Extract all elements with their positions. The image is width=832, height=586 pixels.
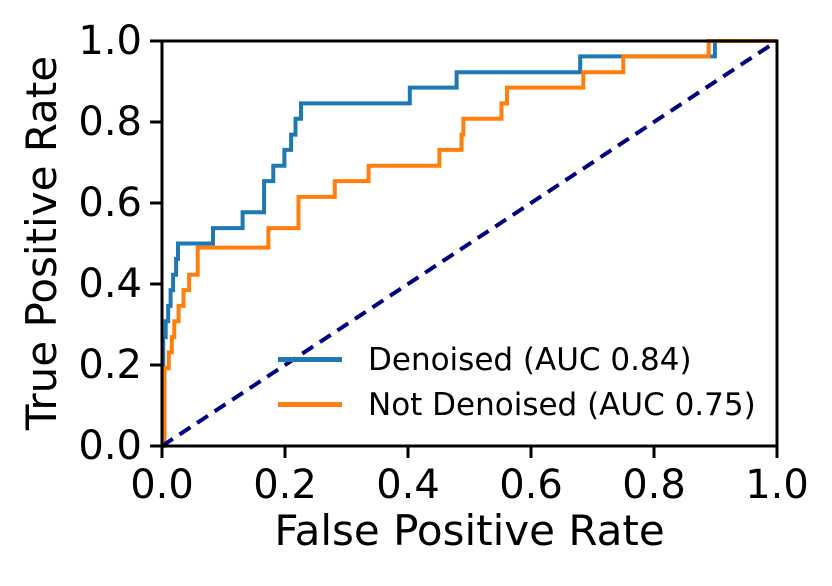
x-tick-label: 0.4 (376, 462, 440, 508)
legend-label: Not Denoised (AUC 0.75) (368, 386, 756, 423)
series-line-2 (160, 39, 779, 448)
legend-line-swatch (278, 357, 342, 362)
x-tick-label: 0.2 (253, 462, 317, 508)
series-line-1 (162, 39, 777, 448)
x-tick-label: 0.8 (622, 462, 686, 508)
x-tick-label: 0.0 (130, 462, 194, 508)
y-tick-label: 0.0 (78, 423, 142, 469)
y-axis-label: True Positive Rate (17, 55, 66, 431)
y-tick-label: 0.4 (78, 261, 142, 307)
x-axis-label: False Positive Rate (274, 506, 665, 555)
legend: Denoised (AUC 0.84) Not Denoised (AUC 0.7… (278, 337, 756, 427)
legend-entry: Not Denoised (AUC 0.75) (278, 382, 756, 427)
x-tick-label: 0.6 (499, 462, 563, 508)
y-tick-label: 0.6 (78, 180, 142, 226)
y-tick-label: 1.0 (78, 18, 142, 64)
legend-label: Denoised (AUC 0.84) (368, 341, 692, 378)
series-line-0 (161, 39, 777, 448)
x-tick-label: 1.0 (745, 462, 809, 508)
legend-entry: Denoised (AUC 0.84) (278, 337, 756, 382)
y-tick-label: 0.2 (78, 342, 142, 388)
legend-line-swatch (278, 402, 342, 407)
axes-frame (160, 39, 779, 448)
y-tick-label: 0.8 (78, 99, 142, 145)
